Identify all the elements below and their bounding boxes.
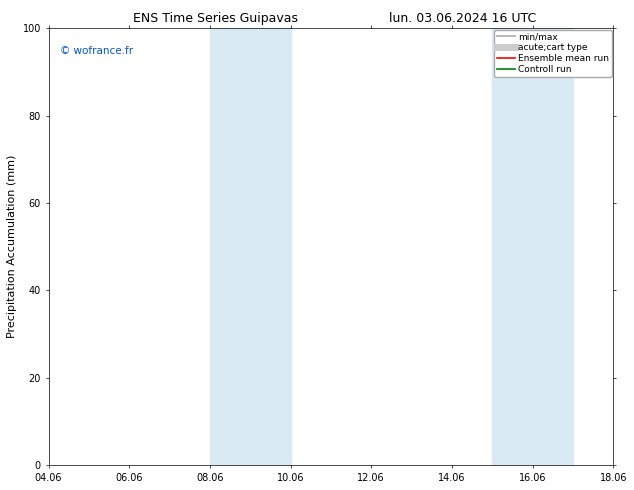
Legend: min/max, acute;cart type, Ensemble mean run, Controll run: min/max, acute;cart type, Ensemble mean … [495,30,612,77]
Text: © wofrance.fr: © wofrance.fr [60,46,133,55]
Bar [210,28,290,465]
Bar [492,28,573,465]
Text: ENS Time Series Guipavas: ENS Time Series Guipavas [133,12,298,25]
Y-axis label: Precipitation Accumulation (mm): Precipitation Accumulation (mm) [7,155,17,339]
Text: lun. 03.06.2024 16 UTC: lun. 03.06.2024 16 UTC [389,12,536,25]
